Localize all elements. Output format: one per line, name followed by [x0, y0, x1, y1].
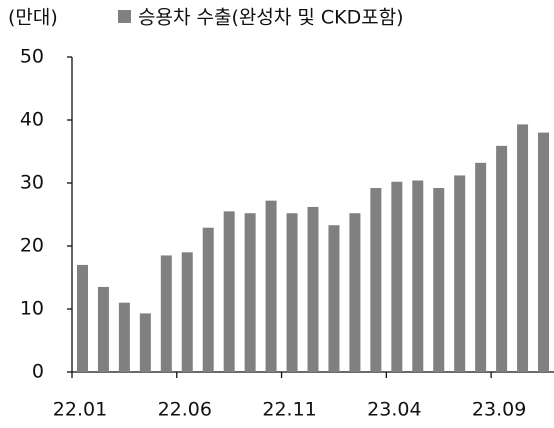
y-axis-label: (만대)	[8, 7, 58, 29]
bar	[265, 200, 277, 372]
y-tick-label: 40	[20, 109, 44, 131]
bar	[496, 145, 508, 372]
bar	[433, 188, 445, 372]
x-tick-label: 22.11	[262, 399, 316, 421]
bar	[181, 252, 193, 372]
x-tick-label: 23.04	[367, 399, 421, 421]
bar	[139, 313, 151, 372]
bar	[244, 213, 256, 372]
y-tick-label: 30	[20, 172, 44, 194]
bar	[223, 211, 235, 372]
bar	[307, 206, 319, 372]
bar	[328, 225, 340, 372]
bar	[454, 175, 466, 372]
bar	[517, 124, 529, 372]
bar	[76, 264, 88, 372]
x-tick-label: 22.06	[158, 399, 212, 421]
y-tick-label: 50	[20, 46, 44, 68]
bar	[391, 181, 403, 372]
bar	[160, 255, 172, 372]
bar	[538, 132, 550, 372]
bar	[349, 213, 361, 372]
legend-label: 승용차 수출(완성차 및 CKD포함)	[138, 7, 404, 29]
bar	[412, 180, 424, 372]
bar	[370, 188, 382, 372]
bar	[286, 213, 298, 372]
y-tick-label: 20	[20, 235, 44, 257]
y-tick-label: 10	[20, 298, 44, 320]
legend-swatch	[118, 10, 131, 23]
bar	[202, 227, 214, 372]
bar	[118, 302, 130, 372]
x-tick-label: 22.01	[53, 399, 107, 421]
bar	[97, 286, 109, 372]
y-tick-label: 0	[32, 361, 44, 383]
bar	[475, 162, 487, 372]
x-tick-label: 23.09	[472, 399, 526, 421]
